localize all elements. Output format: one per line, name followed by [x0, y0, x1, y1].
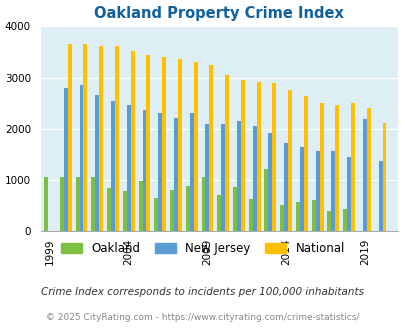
Bar [225, 75, 228, 231]
Bar [79, 85, 83, 231]
Bar [68, 44, 72, 231]
Legend: Oakland, New Jersey, National: Oakland, New Jersey, National [56, 237, 349, 260]
Bar [209, 65, 213, 231]
Bar [158, 113, 162, 231]
Bar [268, 133, 272, 231]
Bar [64, 88, 68, 231]
Bar [284, 143, 288, 231]
Bar [248, 199, 252, 231]
Bar [115, 46, 119, 231]
Bar [240, 80, 244, 231]
Bar [295, 202, 299, 231]
Bar [193, 62, 197, 231]
Bar [315, 151, 319, 231]
Bar [189, 113, 193, 231]
Bar [279, 205, 284, 231]
Bar [327, 211, 330, 231]
Bar [205, 124, 209, 231]
Bar [91, 177, 95, 231]
Bar [311, 200, 315, 231]
Bar [342, 209, 346, 231]
Bar [99, 46, 103, 231]
Bar [146, 54, 150, 231]
Bar [378, 161, 382, 231]
Bar [217, 195, 221, 231]
Bar [174, 118, 177, 231]
Bar [107, 188, 111, 231]
Bar [162, 56, 166, 231]
Bar [319, 103, 323, 231]
Bar [130, 51, 134, 231]
Bar [111, 101, 115, 231]
Bar [138, 182, 142, 231]
Bar [366, 108, 370, 231]
Bar [237, 120, 240, 231]
Bar [154, 198, 158, 231]
Bar [362, 119, 366, 231]
Bar [177, 59, 181, 231]
Bar [95, 95, 99, 231]
Bar [232, 187, 237, 231]
Bar [272, 83, 276, 231]
Title: Oakland Property Crime Index: Oakland Property Crime Index [94, 6, 343, 21]
Bar [75, 177, 79, 231]
Bar [335, 105, 339, 231]
Text: © 2025 CityRating.com - https://www.cityrating.com/crime-statistics/: © 2025 CityRating.com - https://www.city… [46, 313, 359, 322]
Bar [185, 186, 189, 231]
Bar [83, 44, 87, 231]
Bar [264, 169, 268, 231]
Bar [44, 177, 48, 231]
Bar [252, 126, 256, 231]
Bar [288, 90, 291, 231]
Bar [299, 147, 303, 231]
Bar [350, 103, 354, 231]
Text: Crime Index corresponds to incidents per 100,000 inhabitants: Crime Index corresponds to incidents per… [41, 287, 364, 297]
Bar [170, 190, 174, 231]
Bar [221, 124, 225, 231]
Bar [126, 105, 130, 231]
Bar [142, 110, 146, 231]
Bar [382, 123, 386, 231]
Bar [123, 191, 126, 231]
Bar [201, 177, 205, 231]
Bar [256, 82, 260, 231]
Bar [330, 151, 335, 231]
Bar [303, 96, 307, 231]
Bar [346, 157, 350, 231]
Bar [60, 177, 64, 231]
